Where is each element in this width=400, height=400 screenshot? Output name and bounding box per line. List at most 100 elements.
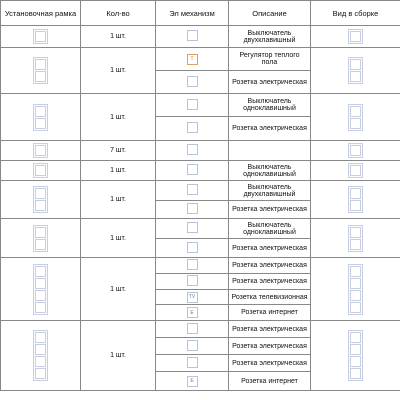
frame-icon <box>33 57 48 84</box>
mechanism-icon <box>186 30 198 41</box>
frame-icon <box>348 163 363 178</box>
frame-icon <box>33 163 48 178</box>
frame-slot <box>35 226 46 238</box>
qty-cell: 1 шт. <box>80 180 156 219</box>
mechanism-icon <box>186 98 198 110</box>
mechanism-cell <box>155 238 229 258</box>
mechanism-cell: E <box>155 304 229 321</box>
frame-icon <box>348 29 363 44</box>
description-cell: Розетка электрическая <box>228 354 311 372</box>
assembly-cell <box>310 47 400 94</box>
qty-cell: 1 шт. <box>80 257 156 321</box>
mechanism-cell <box>155 273 229 290</box>
frame-slot <box>350 117 361 129</box>
spec-table: Установочная рамка Кол-во Эл механизм Описа… <box>0 0 400 391</box>
mechanism-cell <box>155 116 229 141</box>
mechanism-icon <box>186 275 198 286</box>
frame-cell <box>0 25 81 48</box>
frame-slot <box>350 71 361 82</box>
qty-cell: 1 шт. <box>80 25 156 48</box>
frame-slot <box>35 344 46 355</box>
frame-icon <box>33 186 48 213</box>
frame-icon <box>348 57 363 84</box>
column-header: Описание <box>228 0 311 26</box>
frame-cell <box>0 218 81 258</box>
frame-slot <box>35 332 46 343</box>
qty-cell: 7 шт. <box>80 140 156 161</box>
table-row: Розетка электрическая <box>1 70 400 94</box>
frame-icon <box>33 263 48 315</box>
mechanism-cell <box>155 257 229 274</box>
description-cell: Розетка электрическая <box>228 70 311 94</box>
frame-slot <box>35 238 46 250</box>
frame-slot <box>35 145 46 156</box>
mechanism-cell: TV <box>155 289 229 305</box>
frame-slot <box>350 188 361 199</box>
frame-icon <box>348 186 363 213</box>
frame-slot <box>350 145 361 156</box>
assembly-cell <box>310 218 400 258</box>
assembly-cell <box>310 160 400 181</box>
description-cell: Розетка электрическая <box>228 320 311 338</box>
description-cell: Розетка электрическая <box>228 116 311 141</box>
frame-slot <box>350 332 361 343</box>
frame-slot <box>35 301 46 313</box>
mechanism-icon <box>186 339 198 351</box>
frame-slot <box>350 301 361 313</box>
mechanism-icon: T <box>186 53 198 65</box>
description-cell: Выключатель двухклавишный <box>228 25 311 48</box>
table-body: 1 шт. Выключатель двухклавишный 1 шт. T Регу… <box>0 25 400 391</box>
frame-icon <box>33 29 48 44</box>
column-header: Кол-во <box>80 0 156 26</box>
mechanism-icon: E <box>186 375 198 387</box>
frame-slot <box>350 356 361 367</box>
assembly-cell <box>310 257 400 321</box>
mechanism-icon <box>186 259 198 270</box>
table-row: 7 шт. <box>0 140 400 161</box>
frame-icon <box>33 143 48 158</box>
frame-slot <box>350 226 361 238</box>
description-cell: Розетка электрическая <box>228 337 311 355</box>
description-cell: Розетка электрическая <box>228 273 311 290</box>
mechanism-icon: TV <box>186 291 198 303</box>
frame-slot <box>35 59 46 70</box>
description-cell: Розетка электрическая <box>228 257 311 274</box>
mechanism-icon <box>186 241 198 253</box>
assembly-cell <box>310 320 400 391</box>
qty-cell: 1 шт. <box>80 93 156 141</box>
description-cell: Розетка телевизионная <box>228 289 311 305</box>
frame-slot <box>350 265 361 277</box>
description-cell: Выключатель одноклавишный <box>228 93 311 117</box>
table-row: 1 шт. Выключатель одноклавишный <box>0 160 400 181</box>
mechanism-icon <box>186 222 198 233</box>
frame-cell <box>0 257 81 321</box>
column-header: Вид в сборке <box>310 0 400 26</box>
table-row: 1 шт. Выключатель двухклавишный <box>0 180 400 219</box>
mechanism-icon <box>186 322 198 334</box>
mechanism-cell <box>155 70 229 94</box>
description-cell: Розетка электрическая <box>228 200 311 219</box>
column-header: Установочная рамка <box>0 0 81 26</box>
frame-slot <box>35 265 46 277</box>
table-row: 1 шт. Выключатель двухклавишный <box>0 25 400 48</box>
frame-slot <box>350 277 361 289</box>
mechanism-cell <box>155 354 229 372</box>
mechanism-cell: E <box>155 371 229 391</box>
frame-cell <box>0 93 81 141</box>
description-cell: Выключатель одноклавишный <box>228 160 311 181</box>
mechanism-cell <box>155 180 229 201</box>
frame-slot <box>350 59 361 70</box>
mechanism-cell <box>155 25 229 48</box>
frame-slot <box>35 105 46 117</box>
assembly-cell <box>310 93 400 141</box>
frame-cell <box>0 47 81 94</box>
frame-slot <box>350 31 361 42</box>
frame-slot <box>350 238 361 250</box>
assembly-cell <box>310 140 400 161</box>
mechanism-cell: T <box>155 47 229 71</box>
table-row: E Розетка интернет <box>1 371 400 391</box>
mechanism-icon <box>186 144 198 155</box>
table-row: 1 шт. T Регулятор теплого пола <box>0 47 400 94</box>
table-row: 1 шт. Розетка электрическая <box>0 257 400 321</box>
